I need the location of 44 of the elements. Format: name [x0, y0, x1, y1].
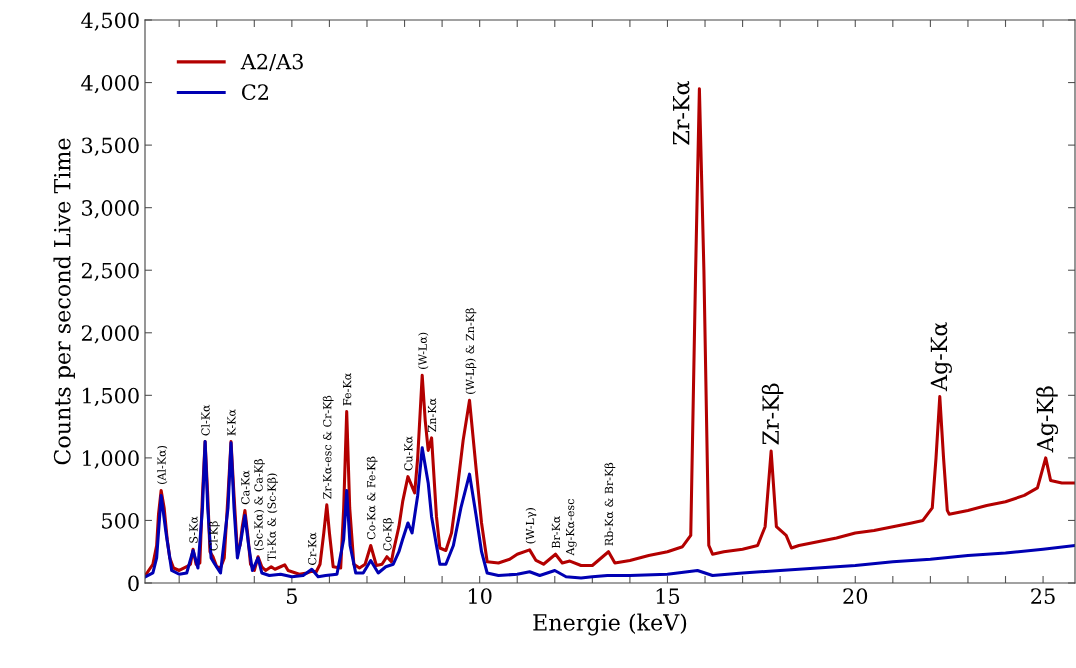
y-tick-label: 4,000 [81, 75, 139, 94]
annotation: Co-Kα & Fe-Kβ [366, 456, 378, 540]
x-tick-label: 20 [843, 588, 868, 604]
annotation: Cl-Kα [201, 404, 210, 436]
annotation: Zr-Kα-esc & Cr-Kβ [322, 395, 334, 499]
annotation: Fe-Kα [343, 373, 352, 406]
annotation: Cl-Kβ [208, 521, 220, 551]
annotation: Zn-Kα [427, 398, 437, 432]
annotation: Ca-Kα [241, 470, 250, 505]
y-tick-label: 2,500 [81, 262, 139, 281]
annotation: Rb-Kα & Br-Kβ [604, 462, 616, 546]
annotation: K-Kα [227, 409, 236, 436]
annotation: Ag-Kα-esc [566, 499, 577, 556]
x-axis-title: Energie (keV) [533, 613, 687, 636]
y-tick-label: 3,000 [82, 200, 139, 219]
y-tick-label: 1,000 [83, 450, 139, 469]
y-tick-label: 2,000 [81, 325, 139, 344]
x-tick-label: 5 [287, 588, 297, 604]
annotation: Ag-Kβ [1036, 386, 1059, 453]
annotation: S-Kα [189, 516, 198, 543]
annotation: (W-Lα) [418, 332, 429, 369]
annotation: Ti-Kα & (Sc-Kβ) [267, 473, 278, 562]
annotation: Zr-Kβ [761, 383, 784, 445]
legend-label: A2/A3 [240, 53, 303, 72]
annotation: Ag-Kα [930, 322, 952, 392]
annotation: (Sc-Kα) & Ca-Kβ [254, 459, 265, 551]
y-tick-label: 0 [128, 575, 139, 592]
legend-label: C2 [242, 84, 268, 101]
annotation: Cu-Kα [404, 436, 413, 471]
y-tick-label: 500 [102, 512, 139, 529]
x-tick-label: 10 [468, 588, 492, 604]
x-tick-label: 25 [1031, 588, 1055, 604]
annotation: (W-Lβ) & Zn-Kβ [465, 308, 477, 394]
y-tick-label: 3,500 [82, 137, 139, 156]
annotation: Co-Kβ [382, 518, 394, 551]
annotation: (W-Lγ) [525, 508, 537, 544]
annotation: Zr-Kα [673, 81, 690, 145]
y-axis-title: Counts per second Live Time [53, 138, 75, 465]
annotation: (Al-Kα) [157, 445, 168, 484]
y-tick-label: 4,500 [81, 12, 139, 31]
annotation: Cr-Kα [307, 532, 317, 565]
x-tick-label: 15 [656, 588, 680, 604]
annotation: Br-Kα [551, 515, 561, 549]
y-tick-label: 1,500 [83, 387, 139, 407]
